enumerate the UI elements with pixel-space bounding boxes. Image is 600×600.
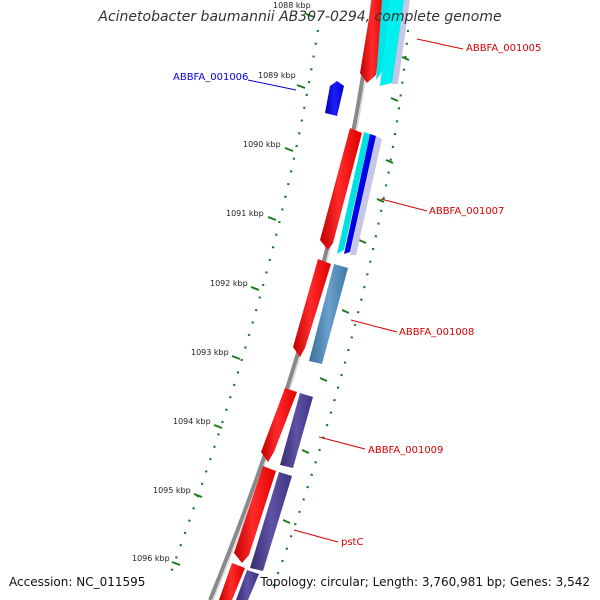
ruler-label-1089: 1089 kbp [258, 71, 296, 80]
gene-block-partial-bottom[interactable] [219, 563, 259, 600]
leader-abbfa-001007 [380, 198, 428, 212]
gene-label-pstc[interactable]: pstC [341, 537, 363, 548]
gene-block-abbfa-001009[interactable] [261, 388, 313, 468]
ruler-label-1093: 1093 kbp [191, 348, 229, 357]
gene-block-abbfa-001006[interactable] [325, 81, 344, 116]
gene-label-abbfa-001007[interactable]: ABBFA_001007 [429, 206, 504, 217]
inner-guide-dots [268, 29, 410, 596]
ruler-label-1094: 1094 kbp [173, 417, 211, 426]
genome-backbone [208, 0, 375, 600]
outer-guide-dots [168, 29, 320, 576]
map-title: Acinetobacter baumannii AB307-0294, comp… [98, 9, 502, 25]
leader-abbfa-001005 [416, 38, 464, 50]
accession-text: Accession: NC_011595 [9, 575, 146, 589]
ruler-label-1091: 1091 kbp [226, 209, 264, 218]
leader-pstc [293, 529, 339, 543]
ruler-label-1095: 1095 kbp [153, 486, 191, 495]
gene-label-abbfa-001009[interactable]: ABBFA_001009 [368, 445, 443, 456]
leader-abbfa-001008 [350, 319, 398, 333]
ruler-label-1096: 1096 kbp [132, 554, 170, 563]
leader-abbfa-001009 [318, 436, 366, 450]
ruler-label-1088: 1088 kbp [273, 1, 311, 10]
gene-block-pstc[interactable] [234, 466, 292, 571]
gene-block-abbfa-001005[interactable] [360, 0, 410, 86]
gene-block-abbfa-001007[interactable] [320, 128, 382, 255]
ruler-label-1090: 1090 kbp [243, 140, 281, 149]
gene-label-abbfa-001008[interactable]: ABBFA_001008 [399, 327, 474, 338]
gene-label-abbfa-001006[interactable]: ABBFA_001006 [173, 72, 248, 83]
ruler-ticks [171, 13, 410, 566]
gene-label-abbfa-001005[interactable]: ABBFA_001005 [466, 43, 541, 54]
ruler-label-1092: 1092 kbp [210, 279, 248, 288]
leader-abbfa-001006 [247, 79, 297, 91]
genome-summary-text: Topology: circular; Length: 3,760,981 bp… [260, 575, 590, 589]
gene-block-abbfa-001008[interactable] [293, 259, 348, 364]
